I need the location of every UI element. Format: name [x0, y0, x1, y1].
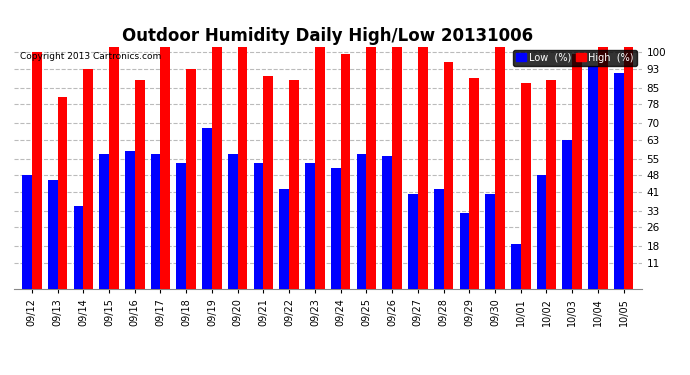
Bar	[434, 189, 444, 289]
Bar	[212, 47, 221, 289]
Bar	[460, 213, 469, 289]
Bar	[177, 164, 186, 289]
Bar	[202, 128, 212, 289]
Legend: Low  (%), High  (%): Low (%), High (%)	[513, 50, 637, 66]
Bar	[315, 47, 325, 289]
Bar	[444, 62, 453, 289]
Bar	[469, 78, 479, 289]
Bar	[57, 97, 68, 289]
Bar	[254, 164, 264, 289]
Bar	[109, 47, 119, 289]
Bar	[228, 154, 237, 289]
Bar	[485, 194, 495, 289]
Bar	[32, 52, 41, 289]
Bar	[572, 54, 582, 289]
Bar	[562, 140, 572, 289]
Bar	[537, 175, 546, 289]
Bar	[22, 175, 32, 289]
Bar	[521, 83, 531, 289]
Bar	[289, 81, 299, 289]
Bar	[418, 47, 428, 289]
Bar	[331, 168, 341, 289]
Bar	[74, 206, 83, 289]
Bar	[382, 156, 392, 289]
Bar	[588, 66, 598, 289]
Bar	[186, 69, 196, 289]
Bar	[341, 54, 351, 289]
Bar	[495, 47, 505, 289]
Bar	[408, 194, 418, 289]
Bar	[135, 81, 144, 289]
Bar	[279, 189, 289, 289]
Bar	[546, 81, 556, 289]
Title: Outdoor Humidity Daily High/Low 20131006: Outdoor Humidity Daily High/Low 20131006	[122, 27, 533, 45]
Bar	[392, 47, 402, 289]
Text: Copyright 2013 Cartronics.com: Copyright 2013 Cartronics.com	[20, 53, 161, 61]
Bar	[99, 154, 109, 289]
Bar	[357, 154, 366, 289]
Bar	[366, 47, 376, 289]
Bar	[150, 154, 161, 289]
Bar	[598, 47, 608, 289]
Bar	[614, 74, 624, 289]
Bar	[237, 47, 248, 289]
Bar	[125, 152, 135, 289]
Bar	[305, 164, 315, 289]
Bar	[83, 69, 93, 289]
Bar	[48, 180, 57, 289]
Bar	[264, 76, 273, 289]
Bar	[511, 244, 521, 289]
Bar	[161, 47, 170, 289]
Bar	[624, 47, 633, 289]
